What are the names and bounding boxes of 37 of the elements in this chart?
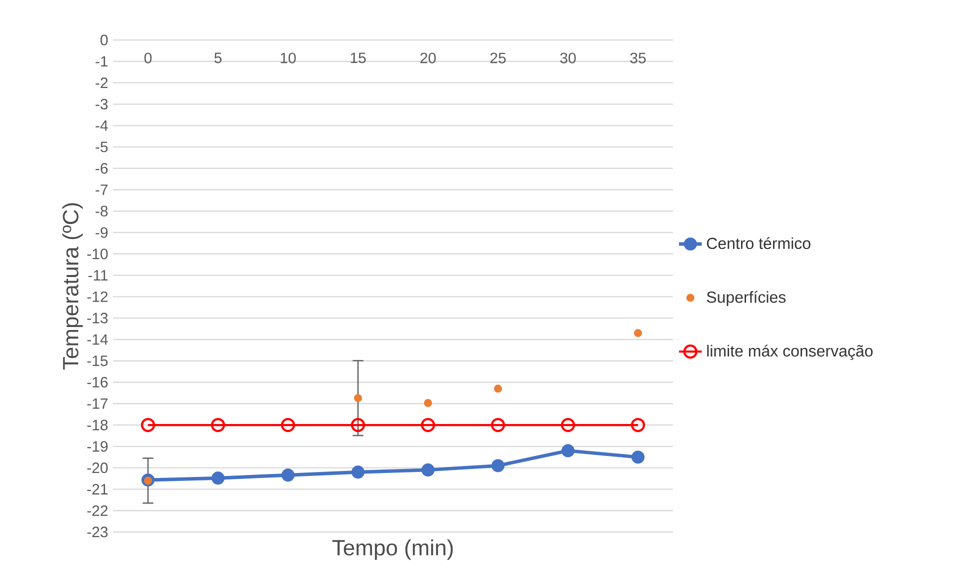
y-tick-label: -12 (87, 291, 108, 302)
y-tick-label: -9 (96, 227, 108, 238)
y-tick-label: -4 (96, 120, 108, 131)
x-tick-label: 35 (630, 52, 646, 64)
legend-label: Centro térmico (706, 237, 810, 250)
y-tick-label: -23 (87, 526, 108, 538)
x-tick-label: 15 (350, 52, 366, 64)
y-tick-label: -6 (96, 163, 108, 174)
y-axis-title: Temperatura (ºC) (62, 203, 83, 370)
x-tick-label: 0 (144, 52, 152, 64)
y-tick-label: -18 (87, 420, 108, 430)
y-tick-label: -20 (87, 462, 108, 474)
y-tick-label: -17 (87, 398, 108, 409)
y-tick-label: -16 (87, 376, 108, 388)
x-tick-label: 5 (214, 52, 222, 64)
y-tick-label: -14 (87, 334, 108, 345)
legend-label: limite máx conservação (707, 344, 873, 360)
y-tick-label: -3 (96, 98, 108, 110)
y-tick-label: -8 (96, 206, 108, 216)
y-tick-label: -15 (87, 356, 108, 366)
y-tick-label: -21 (87, 484, 108, 494)
legend-label: Superfícies (706, 290, 786, 306)
x-tick-label: 20 (420, 52, 436, 64)
y-tick-label: -19 (87, 441, 108, 452)
y-tick-label: -10 (87, 248, 108, 260)
y-tick-label: 0 (100, 34, 108, 46)
y-tick-label: -22 (87, 505, 108, 516)
y-tick-label: -13 (87, 312, 108, 324)
y-tick-label: -5 (96, 142, 108, 152)
x-axis-title: Tempo (min) (332, 539, 453, 560)
x-tick-label: 10 (280, 52, 296, 64)
y-tick-label: -7 (96, 184, 108, 195)
x-tick-label: 30 (560, 52, 576, 64)
y-tick-label: -11 (88, 270, 108, 280)
x-tick-label: 25 (490, 52, 506, 64)
y-tick-label: -1 (96, 56, 108, 67)
y-tick-label: -2 (96, 78, 108, 88)
